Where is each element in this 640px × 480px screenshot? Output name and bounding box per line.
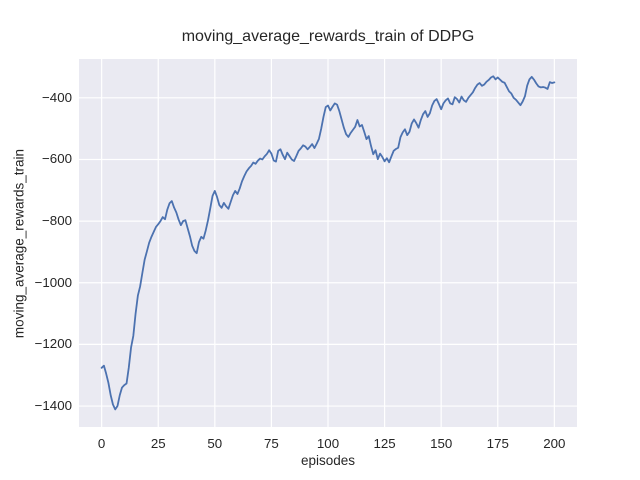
x-tick-label: 0 xyxy=(97,436,106,451)
y-tick-label: −1200 xyxy=(34,336,72,352)
y-tick-label: −800 xyxy=(42,213,72,229)
y-tick-label: −400 xyxy=(42,89,72,105)
x-tick-label: 150 xyxy=(430,436,453,451)
line-chart-svg xyxy=(79,59,577,427)
chart-title: moving_average_rewards_train of DDPG xyxy=(181,28,475,45)
x-tick-label: 75 xyxy=(264,436,279,451)
ddpg-rewards-line xyxy=(100,75,556,411)
x-tick-label: 125 xyxy=(373,436,396,451)
x-tick-label: 100 xyxy=(316,436,340,451)
y-tick-label: −600 xyxy=(42,151,72,167)
y-tick-label: −1400 xyxy=(34,398,72,414)
x-axis-label: episodes xyxy=(300,453,356,468)
x-tick-label: 25 xyxy=(150,436,166,451)
x-tick-label: 50 xyxy=(207,436,223,451)
plot-area xyxy=(79,59,577,427)
x-tick-label: 200 xyxy=(543,436,566,451)
x-tick-label: 175 xyxy=(486,436,509,451)
y-tick-label: −1000 xyxy=(34,274,72,290)
